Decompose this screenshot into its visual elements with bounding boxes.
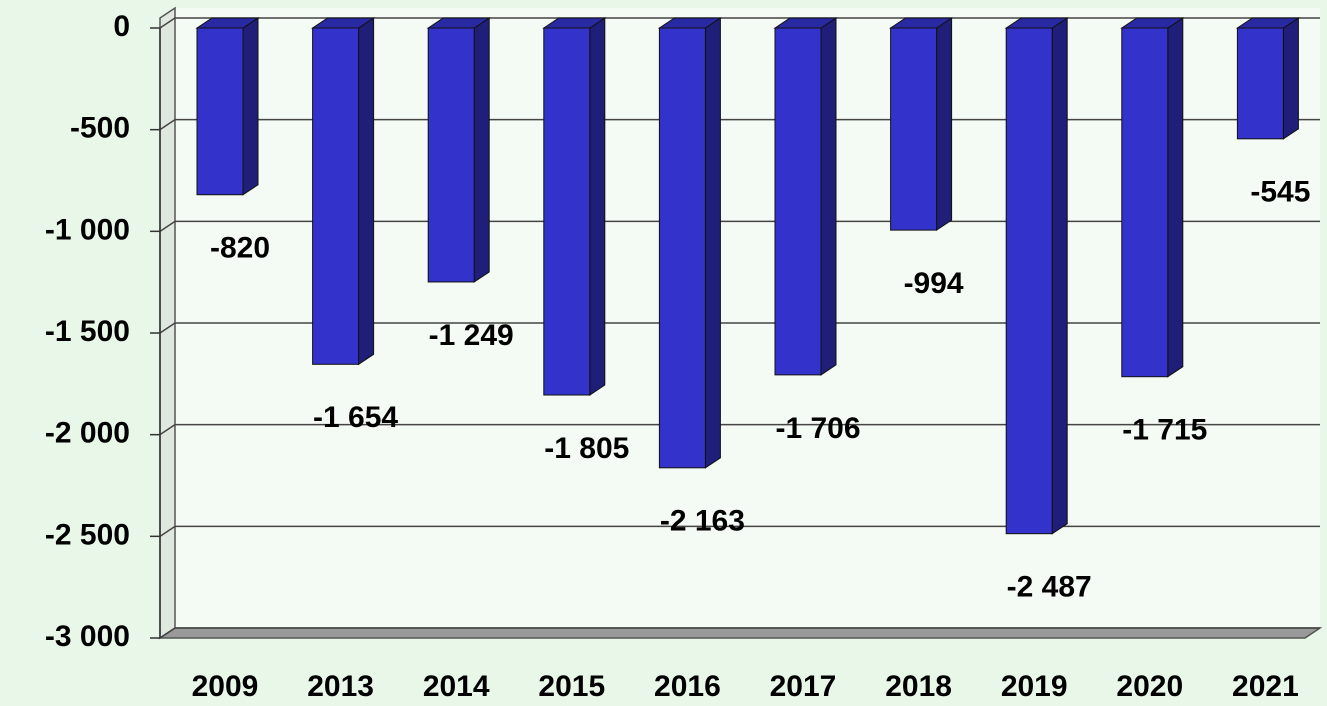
x-tick-label: 2021	[1232, 670, 1299, 703]
bar	[1121, 27, 1169, 378]
grid-line	[159, 322, 176, 334]
bar	[543, 27, 591, 396]
x-tick-label: 2014	[423, 670, 490, 703]
bar-side	[242, 17, 259, 196]
x-tick-label: 2009	[192, 670, 259, 703]
y-tick-label: -500	[70, 112, 130, 145]
bar-side	[1282, 17, 1299, 140]
y-tick-label: 0	[113, 10, 130, 43]
floor	[157, 627, 1323, 639]
grid-line	[159, 119, 176, 131]
side-wall	[159, 6, 176, 640]
bar-side	[936, 17, 953, 232]
x-tick-label: 2020	[1116, 670, 1183, 703]
x-tick-label: 2019	[1001, 670, 1068, 703]
bar-side	[1051, 17, 1068, 535]
bar	[890, 27, 938, 231]
x-tick-label: 2018	[885, 670, 952, 703]
y-tick-label: -1 500	[45, 315, 130, 348]
bar-side	[704, 17, 721, 469]
y-tick-label: -1 000	[45, 213, 130, 246]
grid-line	[159, 17, 176, 29]
bar-side	[1167, 17, 1184, 378]
x-tick-label: 2015	[538, 670, 605, 703]
data-label: -2 487	[1007, 571, 1092, 604]
bar	[658, 27, 706, 469]
bar	[312, 27, 360, 365]
bar	[774, 27, 822, 376]
bar	[427, 27, 475, 283]
bar-side	[473, 17, 490, 283]
data-label: -1 654	[313, 401, 398, 434]
x-tick-label: 2017	[770, 670, 837, 703]
grid-line	[159, 220, 176, 232]
data-label: -545	[1250, 176, 1310, 209]
grid-line	[159, 525, 176, 537]
data-label: -2 163	[660, 505, 745, 538]
data-label: -1 715	[1122, 414, 1207, 447]
x-tick-label: 2013	[307, 670, 374, 703]
data-label: -994	[904, 267, 964, 300]
x-tick-label: 2016	[654, 670, 721, 703]
bar-side	[589, 17, 606, 396]
y-tick-label: -2 500	[45, 518, 130, 551]
bar-side	[358, 17, 375, 366]
data-label: -1 249	[429, 319, 514, 352]
grid-line	[159, 627, 176, 639]
bar	[1005, 27, 1053, 535]
y-tick-label: -2 000	[45, 417, 130, 450]
bar	[196, 27, 244, 196]
data-label: -1 805	[544, 432, 629, 465]
data-label: -820	[210, 232, 270, 265]
y-tick-label: -3 000	[45, 620, 130, 653]
grid-line	[159, 424, 176, 436]
bar-side	[820, 17, 837, 376]
bar	[1236, 27, 1284, 140]
data-label: -1 706	[775, 412, 860, 445]
